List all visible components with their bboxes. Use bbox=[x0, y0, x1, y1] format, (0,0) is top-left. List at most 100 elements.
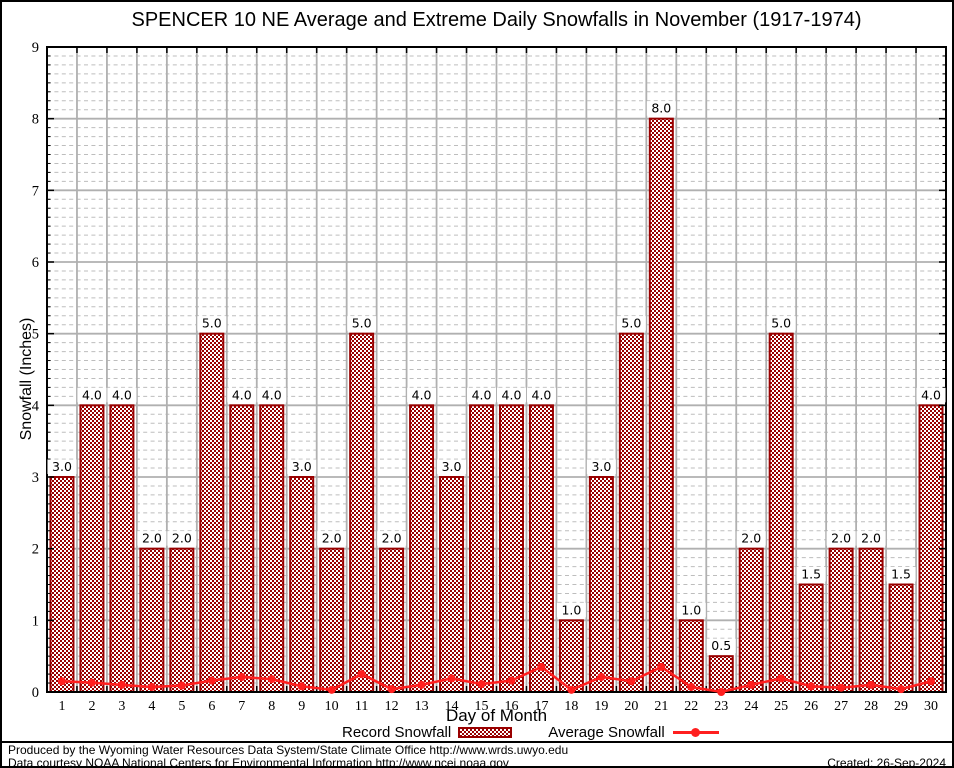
average-point-day-25 bbox=[777, 674, 786, 683]
x-tick-label: 21 bbox=[654, 699, 668, 714]
legend: Record Snowfall Average Snowfall bbox=[342, 723, 719, 741]
chart-title: SPENCER 10 NE Average and Extreme Daily … bbox=[131, 9, 862, 31]
x-tick-label: 30 bbox=[924, 699, 938, 714]
bar-label-bg bbox=[137, 531, 167, 546]
record-bar-day-17 bbox=[528, 404, 554, 693]
x-tick-label: 15 bbox=[475, 699, 489, 714]
bar-value-label: 5.0 bbox=[771, 316, 791, 331]
x-tick-label: 1 bbox=[58, 699, 65, 714]
created-date: Created: 26-Sep-2024 bbox=[827, 755, 946, 768]
x-tick-label: 6 bbox=[208, 699, 215, 714]
bar-value-label: 5.0 bbox=[621, 316, 641, 331]
bar-value-label: 1.5 bbox=[801, 567, 821, 582]
bar-value-label: 3.0 bbox=[292, 459, 312, 474]
bar-label-bg bbox=[467, 387, 497, 403]
bar-label-bg bbox=[317, 531, 347, 546]
legend-average-marker-icon bbox=[691, 727, 701, 737]
bar-value-label: 4.0 bbox=[82, 387, 102, 402]
x-tick-label: 4 bbox=[148, 699, 155, 714]
x-tick-label: 9 bbox=[298, 699, 305, 714]
record-bar-day-23 bbox=[708, 655, 734, 694]
record-bar-day-15 bbox=[469, 404, 495, 693]
record-bar-day-11 bbox=[349, 332, 375, 693]
x-tick-label: 14 bbox=[445, 699, 459, 714]
bar-value-label: 4.0 bbox=[472, 387, 492, 402]
x-tick-label: 16 bbox=[504, 699, 518, 714]
x-tick-label: 19 bbox=[594, 699, 608, 714]
bar-label-bg bbox=[377, 531, 407, 546]
bar-label-bg bbox=[437, 459, 467, 474]
bar-label-bg bbox=[826, 531, 856, 546]
bar-value-label: 4.0 bbox=[112, 387, 132, 402]
average-point-day-18 bbox=[567, 685, 576, 694]
average-point-day-1 bbox=[57, 677, 66, 686]
average-point-day-26 bbox=[807, 682, 816, 691]
bar-label-bg bbox=[77, 387, 107, 403]
record-bar-day-29 bbox=[888, 583, 914, 693]
bar-label-bg bbox=[257, 387, 287, 403]
bar-value-label: 4.0 bbox=[921, 387, 941, 402]
bar-label-bg bbox=[916, 387, 946, 403]
average-point-day-12 bbox=[387, 685, 396, 694]
y-tick-label: 5 bbox=[32, 327, 39, 343]
x-tick-label: 18 bbox=[564, 699, 578, 714]
average-point-day-29 bbox=[897, 685, 906, 694]
bar-value-label: 0.5 bbox=[711, 638, 731, 653]
bar-label-bg bbox=[167, 531, 197, 546]
y-tick-label: 1 bbox=[32, 613, 39, 629]
record-bar-day-6 bbox=[199, 332, 225, 693]
average-point-day-14 bbox=[447, 674, 456, 683]
bar-label-bg bbox=[526, 387, 556, 403]
average-point-day-30 bbox=[927, 677, 936, 686]
bar-label-bg bbox=[107, 387, 137, 403]
x-axis-label: Day of Month bbox=[445, 706, 548, 725]
record-bar-day-3 bbox=[109, 404, 135, 693]
bar-value-label: 8.0 bbox=[651, 101, 671, 116]
x-tick-label: 10 bbox=[325, 699, 339, 714]
bar-value-label: 4.0 bbox=[262, 387, 282, 402]
legend-record-label: Record Snowfall bbox=[342, 723, 452, 741]
y-tick-label: 2 bbox=[32, 542, 39, 558]
x-tick-label: 20 bbox=[624, 699, 638, 714]
record-bar-day-19 bbox=[588, 476, 614, 693]
record-bar-day-1 bbox=[49, 476, 75, 693]
y-tick-label: 8 bbox=[32, 112, 39, 128]
average-point-day-8 bbox=[267, 675, 276, 684]
x-tick-label: 22 bbox=[684, 699, 698, 714]
y-axis-label: Snowfall (Inches) bbox=[18, 317, 35, 441]
average-point-day-24 bbox=[747, 680, 756, 689]
average-point-day-10 bbox=[327, 685, 336, 694]
bar-label-bg bbox=[586, 459, 616, 474]
bar-label-bg bbox=[496, 387, 526, 403]
bar-value-label: 5.0 bbox=[202, 316, 222, 331]
average-point-day-27 bbox=[837, 683, 846, 692]
average-point-day-7 bbox=[237, 672, 246, 681]
average-point-day-21 bbox=[657, 662, 666, 671]
y-tick-label: 0 bbox=[32, 685, 39, 701]
record-bar-day-8 bbox=[259, 404, 285, 693]
average-point-day-2 bbox=[87, 678, 96, 687]
bar-value-label: 4.0 bbox=[232, 387, 252, 402]
bar-value-label: 4.0 bbox=[502, 387, 522, 402]
x-tick-label: 2 bbox=[88, 699, 95, 714]
average-point-day-3 bbox=[117, 680, 126, 689]
record-bar-day-25 bbox=[768, 332, 794, 693]
record-bar-day-7 bbox=[229, 404, 255, 693]
x-tick-label: 25 bbox=[774, 699, 788, 714]
record-bar-day-10 bbox=[319, 547, 345, 694]
y-tick-label: 4 bbox=[32, 398, 40, 414]
average-point-day-22 bbox=[687, 682, 696, 691]
bar-label-bg bbox=[886, 567, 916, 582]
legend-average-label: Average Snowfall bbox=[548, 723, 665, 741]
bar-label-bg bbox=[616, 316, 646, 331]
average-point-day-17 bbox=[537, 662, 546, 671]
x-tick-label: 12 bbox=[385, 699, 399, 714]
bar-value-label: 2.0 bbox=[172, 531, 192, 546]
x-tick-label: 8 bbox=[268, 699, 275, 714]
x-tick-label: 26 bbox=[804, 699, 818, 714]
bar-label-bg bbox=[736, 531, 766, 546]
footer: Produced by the Wyoming Water Resources … bbox=[2, 741, 952, 766]
average-point-day-15 bbox=[477, 680, 486, 689]
bar-label-bg bbox=[856, 531, 886, 546]
average-point-day-9 bbox=[297, 682, 306, 691]
